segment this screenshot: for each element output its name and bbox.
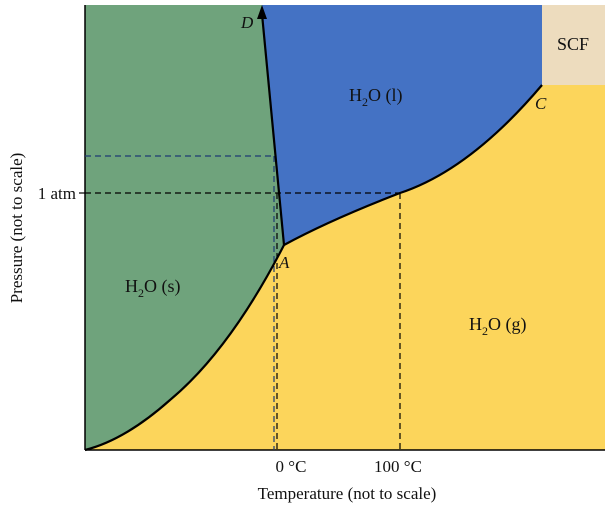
solid-gas-boundary: [84, 244, 285, 452]
gas-label: H2O (g): [469, 314, 527, 338]
x-tick-label-0c: 0 °C: [276, 457, 307, 476]
y-tick-label: 1 atm: [38, 184, 76, 203]
arrow-head-icon: [257, 5, 267, 19]
liquid-gas-boundary: [283, 84, 543, 246]
solid-region: [85, 5, 284, 450]
point-c-label: C: [535, 94, 547, 113]
solid-label: H2O (s): [125, 276, 181, 300]
liquid-label: H2O (l): [349, 85, 403, 109]
x-tick-label-100c: 100 °C: [374, 457, 422, 476]
y-axis-label: Pressure (not to scale): [7, 153, 26, 304]
liquid-region: [262, 5, 542, 245]
scf-region: [542, 5, 605, 85]
point-d-label: D: [240, 13, 254, 32]
point-a-label: A: [278, 253, 290, 272]
solid-liquid-boundary: [260, 13, 286, 246]
x-axis-label: Temperature (not to scale): [258, 484, 437, 503]
scf-label: SCF: [557, 34, 589, 54]
